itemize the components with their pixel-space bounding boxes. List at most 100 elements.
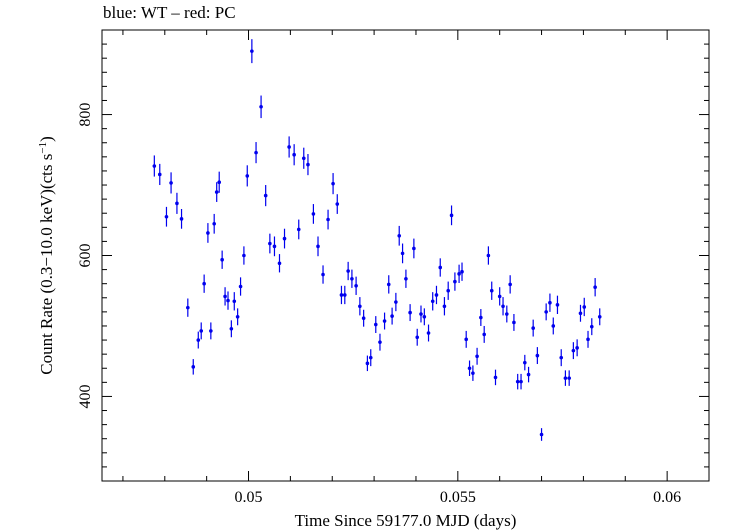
data-point	[559, 349, 564, 367]
x-tick-label: 0.055	[440, 489, 476, 506]
point-marker	[512, 320, 516, 325]
point-marker	[555, 303, 560, 307]
point-marker	[232, 299, 237, 304]
point-marker	[343, 293, 347, 297]
point-marker	[306, 162, 310, 167]
data-point	[544, 303, 548, 321]
data-point	[175, 192, 179, 214]
data-point	[196, 331, 201, 349]
data-point	[373, 316, 378, 334]
point-marker	[169, 181, 173, 185]
data-point	[419, 305, 423, 323]
data-point	[426, 324, 431, 342]
point-marker	[235, 315, 240, 319]
point-marker	[493, 375, 498, 380]
data-point	[296, 219, 301, 240]
data-point	[551, 317, 556, 335]
point-marker	[152, 164, 157, 168]
point-marker	[390, 314, 394, 318]
point-marker	[179, 217, 184, 221]
point-marker	[354, 284, 358, 288]
point-marker	[361, 316, 366, 321]
point-marker	[339, 293, 344, 297]
chart-title: blue: WT – red: PC	[103, 3, 236, 22]
data-point	[408, 304, 412, 322]
point-marker	[282, 236, 287, 241]
point-marker	[331, 181, 335, 186]
data-point	[422, 308, 427, 326]
data-point	[386, 275, 391, 294]
point-marker	[464, 337, 469, 342]
x-axis-label: Time Since 59177.0 MJD (days)	[295, 511, 517, 530]
x-tick-label: 0.06	[653, 489, 681, 506]
point-marker	[263, 193, 268, 198]
point-marker	[350, 276, 354, 281]
data-point	[548, 293, 552, 312]
point-marker	[202, 281, 206, 286]
data-point	[397, 225, 402, 246]
point-marker	[519, 379, 523, 384]
data-point	[589, 318, 594, 336]
data-point	[575, 339, 579, 357]
data-point	[179, 208, 184, 229]
data-point	[217, 171, 222, 193]
data-point	[442, 297, 447, 316]
y-axis-label-tail: )	[37, 136, 56, 142]
point-marker	[245, 174, 250, 178]
point-marker	[582, 305, 587, 309]
point-marker	[578, 311, 583, 316]
point-marker	[277, 261, 282, 266]
data-point	[515, 373, 520, 390]
point-marker	[597, 315, 602, 319]
data-point	[539, 428, 544, 441]
data-point	[282, 228, 287, 249]
point-marker	[164, 214, 169, 219]
point-marker	[460, 269, 464, 274]
data-point	[164, 206, 169, 227]
point-marker	[442, 304, 447, 309]
point-marker	[571, 348, 576, 353]
data-point	[597, 308, 602, 326]
data-point	[206, 223, 210, 243]
point-marker	[373, 322, 378, 327]
point-marker	[449, 213, 454, 218]
point-marker	[287, 145, 291, 149]
point-marker	[254, 150, 258, 155]
y-axis-label: Count Rate (0.3−10.0 keV)(cts s−1)	[37, 136, 56, 375]
point-marker	[259, 105, 263, 109]
data-point	[326, 209, 330, 230]
point-marker	[209, 329, 213, 333]
point-marker	[296, 227, 301, 232]
point-marker	[430, 299, 435, 304]
point-marker	[544, 310, 548, 314]
point-marker	[531, 326, 535, 330]
point-marker	[475, 354, 479, 359]
point-marker	[311, 212, 316, 216]
data-point	[263, 185, 268, 207]
point-marker	[508, 282, 512, 287]
data-point	[226, 291, 230, 310]
point-marker	[471, 371, 475, 375]
point-marker	[489, 288, 494, 293]
data-point	[501, 297, 505, 316]
data-point	[339, 285, 344, 305]
axis-ticks	[102, 29, 710, 482]
data-point	[512, 313, 516, 331]
data-point	[460, 262, 464, 281]
data-point	[214, 182, 219, 202]
data-point	[438, 258, 443, 277]
point-marker	[526, 372, 531, 377]
data-point	[430, 292, 435, 311]
data-point	[242, 246, 246, 265]
data-point	[277, 254, 282, 273]
data-point	[400, 243, 405, 264]
point-marker	[250, 49, 254, 53]
data-point	[523, 354, 527, 371]
data-points	[152, 39, 602, 441]
data-point	[415, 328, 420, 346]
data-point	[268, 233, 272, 254]
point-marker	[589, 324, 594, 329]
point-marker	[422, 315, 427, 319]
point-marker	[539, 432, 544, 437]
data-point	[335, 194, 340, 214]
